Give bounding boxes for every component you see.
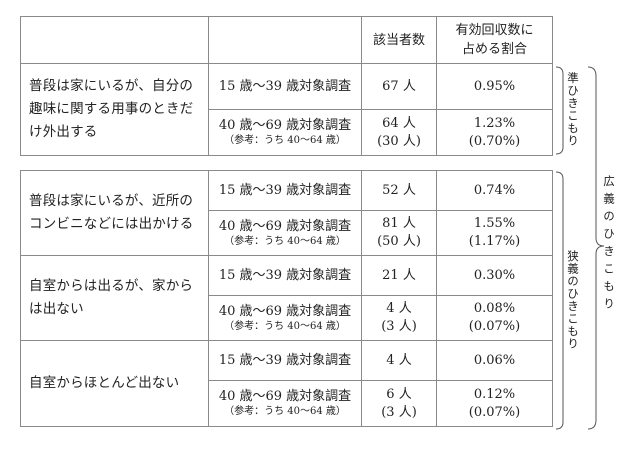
table-row: 40 歳～69 歳対象調査 （参考：うち 40～64 歳） 81 人 (50 人… — [21, 210, 553, 256]
table-top: 該当者数 有効回収数に 占める割合 普段は家にいるが、自分の趣味に関する用事のと… — [20, 16, 553, 156]
count-young: 67 人 — [361, 63, 437, 110]
count-old: 81 人 (50 人) — [361, 210, 437, 256]
count-old-value: 6 人 — [386, 386, 412, 402]
table-row: 普段は家にいるが、自分の趣味に関する用事のときだけ外出する 15 歳～39 歳対… — [20, 63, 553, 156]
table-row: 40 歳～69 歳対象調査 （参考：うち 40～64 歳） 64 人 (30 人… — [21, 109, 553, 156]
header-ratio-line2: 占める割合 — [461, 42, 527, 57]
ratio-old-value: 0.08% — [473, 301, 516, 316]
header-empty-2 — [208, 16, 362, 64]
count-old: 4 人 (3 人) — [361, 295, 437, 341]
row-description: 自室からほとんど出ない — [20, 340, 209, 427]
ratio-old-value: 1.55% — [473, 216, 516, 231]
count-old: 6 人 (3 人) — [361, 380, 437, 427]
ratio-old: 0.08% (0.07%) — [436, 295, 553, 341]
table-bottom: 普段は家にいるが、近所のコンビニなどには出かける 15 歳～39 歳対象調査 5… — [20, 170, 553, 427]
count-old-value: 64 人 — [382, 115, 416, 131]
ratio-old-ref: (0.70%) — [468, 133, 521, 149]
ratio-old: 0.12% (0.07%) — [436, 380, 553, 427]
survey-young: 15 歳～39 歳対象調査 — [208, 255, 362, 296]
header-ratio: 有効回収数に 占める割合 — [436, 16, 553, 64]
narrow-bracket — [555, 171, 564, 430]
label-quasi: 準ひきこもり — [566, 72, 580, 147]
count-old-value: 81 人 — [382, 216, 416, 231]
count-old-ref: (3 人) — [381, 404, 417, 420]
count-old-value: 4 人 — [386, 301, 412, 316]
row-description: 普段は家にいるが、自分の趣味に関する用事のときだけ外出する — [20, 63, 209, 156]
row-description: 自室からは出るが、家からは出ない — [20, 255, 209, 341]
survey-old-label: 40 歳～69 歳対象調査 — [218, 389, 352, 404]
ratio-old: 1.55% (1.17%) — [436, 210, 553, 256]
table-row: 40 歳～69 歳対象調査 （参考：うち 40～64 歳） 4 人 (3 人) … — [21, 295, 553, 341]
table-row: 普段は家にいるが、近所のコンビニなどには出かける 15 歳～39 歳対象調査 5… — [20, 170, 553, 256]
ratio-old-ref: (0.07%) — [468, 404, 521, 420]
survey-old-ref: （参考：うち 40～64 歳） — [224, 235, 346, 247]
count-young: 4 人 — [361, 340, 437, 381]
survey-young: 15 歳～39 歳対象調査 — [208, 170, 362, 211]
survey-old: 40 歳～69 歳対象調査 （参考：うち 40～64 歳） — [208, 210, 362, 256]
header-empty-1 — [20, 16, 209, 64]
label-narrow: 狭義のひきこもり — [566, 250, 580, 350]
count-old-ref: (30 人) — [377, 133, 421, 149]
table-row: 自室からほとんど出ない 15 歳～39 歳対象調査 4 人 0.06% — [20, 340, 553, 427]
survey-old-label: 40 歳～69 歳対象調査 — [218, 303, 352, 319]
count-old: 64 人 (30 人) — [361, 109, 437, 156]
count-old-ref: (3 人) — [381, 319, 417, 334]
quasi-bracket — [555, 66, 564, 155]
survey-old-label: 40 歳～69 歳対象調査 — [218, 218, 352, 234]
label-broad: 広義のひきこもり — [602, 175, 616, 315]
survey-young: 15 歳～39 歳対象調査 — [208, 340, 362, 381]
ratio-old-ref: (1.17%) — [468, 234, 521, 249]
row-description: 普段は家にいるが、近所のコンビニなどには出かける — [20, 170, 209, 256]
count-young: 21 人 — [361, 255, 437, 296]
survey-old-ref: （参考：うち 40～64 歳） — [224, 135, 346, 146]
ratio-old-ref: (0.07%) — [468, 319, 521, 334]
survey-old-ref: （参考：うち 40～64 歳） — [224, 406, 346, 417]
broad-bracket — [587, 66, 605, 430]
table-row: 自室からは出るが、家からは出ない 15 歳～39 歳対象調査 21 人 0.30… — [20, 255, 553, 341]
survey-old-ref: （参考：うち 40～64 歳） — [224, 320, 346, 332]
table-row: 40 歳～69 歳対象調査 （参考：うち 40～64 歳） 6 人 (3 人) … — [21, 380, 553, 427]
survey-old-label: 40 歳～69 歳対象調査 — [218, 118, 352, 133]
ratio-old-value: 1.23% — [473, 115, 516, 131]
survey-old: 40 歳～69 歳対象調査 （参考：うち 40～64 歳） — [208, 109, 362, 156]
survey-old: 40 歳～69 歳対象調査 （参考：うち 40～64 歳） — [208, 380, 362, 427]
count-old-ref: (50 人) — [377, 234, 421, 249]
header-ratio-line1: 有効回収数に — [455, 23, 534, 38]
ratio-old-value: 0.12% — [473, 386, 516, 402]
ratio-old: 1.23% (0.70%) — [436, 109, 553, 156]
survey-old: 40 歳～69 歳対象調査 （参考：うち 40～64 歳） — [208, 295, 362, 341]
survey-young: 15 歳～39 歳対象調査 — [208, 63, 362, 110]
